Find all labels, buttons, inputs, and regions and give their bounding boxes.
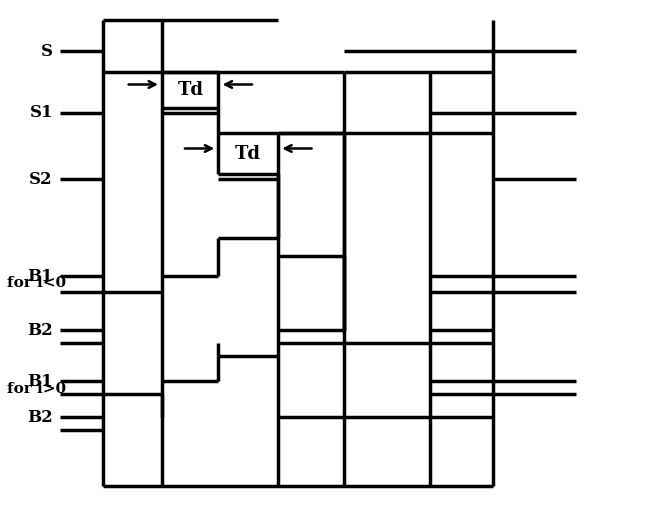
Text: B1: B1 xyxy=(27,373,53,390)
Text: B1: B1 xyxy=(27,268,53,285)
Text: for i<0: for i<0 xyxy=(7,276,66,290)
Text: S: S xyxy=(41,42,53,60)
Text: for i>0: for i>0 xyxy=(7,382,66,396)
Text: S2: S2 xyxy=(29,170,53,188)
Text: B2: B2 xyxy=(27,409,53,426)
Text: B2: B2 xyxy=(27,322,53,339)
Text: Td: Td xyxy=(235,144,261,163)
Text: Td: Td xyxy=(177,80,203,99)
Text: S1: S1 xyxy=(30,104,53,121)
